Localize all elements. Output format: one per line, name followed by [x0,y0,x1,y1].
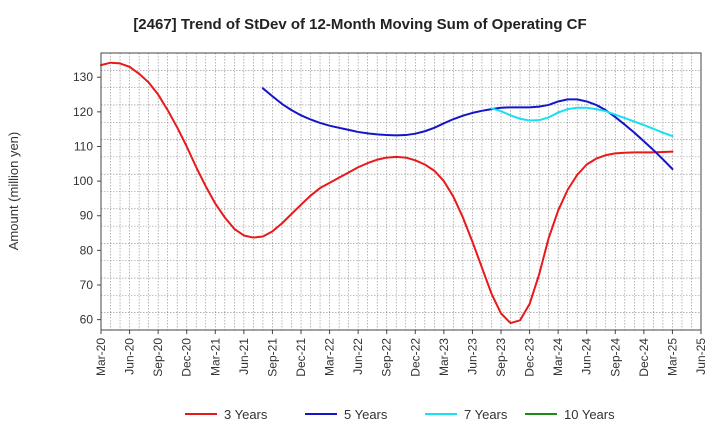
grid [101,52,701,331]
series-line-2 [261,87,674,170]
legend-label-1: 3 Years [224,407,268,422]
x-tick-label: Jun-21 [237,338,251,375]
x-tick-label: Dec-21 [294,338,308,377]
x-tick-label: Jun-24 [580,338,594,375]
x-tick-label: Mar-25 [665,338,679,376]
y-tick-label: 110 [74,139,93,153]
x-tick-label: Jun-25 [694,338,708,375]
x-tick-label: Sep-20 [151,338,165,377]
x-tick-label: Dec-23 [523,338,537,377]
plot-frame [100,52,702,331]
x-tick-label: Dec-20 [180,338,194,377]
series-lines [100,61,674,325]
y-tick-label: 90 [80,209,94,223]
y-tick-label: 120 [73,105,93,119]
y-tick-label: 60 [80,313,94,327]
y-axis: 60 70 80 90 100 110 120 130 [73,70,101,327]
x-tick-label: Mar-24 [551,338,565,376]
x-tick-label: Dec-22 [408,338,422,377]
x-tick-label: Sep-21 [265,338,279,377]
legend-label-2: 5 Years [344,407,388,422]
x-tick-label: Mar-22 [323,338,337,376]
x-tick-label: Jun-20 [123,338,137,375]
series-line-3 [490,106,674,138]
x-tick-label: Sep-24 [608,338,622,377]
y-tick-label: 80 [80,243,94,257]
chart-title: [2467] Trend of StDev of 12-Month Moving… [133,16,586,33]
x-tick-label: Sep-22 [380,338,394,377]
y-tick-label: 70 [80,278,94,292]
x-tick-label: Jun-22 [351,338,365,375]
y-tick-label: 100 [73,174,93,188]
x-axis: Mar-20 Jun-20 Sep-20 Dec-20 Mar-21 Jun-21 Sep-… [94,330,708,377]
x-tick-label: Mar-20 [94,338,108,376]
x-tick-label: Mar-21 [208,338,222,376]
x-tick-label: Dec-24 [637,338,651,377]
x-tick-label: Mar-23 [437,338,451,376]
legend-label-4: 10 Years [564,407,615,422]
legend-label-3: 7 Years [464,407,508,422]
legend: 3 Years 5 Years 7 Years 10 Years [185,407,615,422]
series-line-1 [100,61,674,325]
x-tick-label: Sep-23 [494,338,508,377]
x-tick-label: Jun-23 [465,338,479,375]
y-axis-label: Amount (million yen) [6,132,21,251]
y-tick-label: 130 [73,70,93,84]
